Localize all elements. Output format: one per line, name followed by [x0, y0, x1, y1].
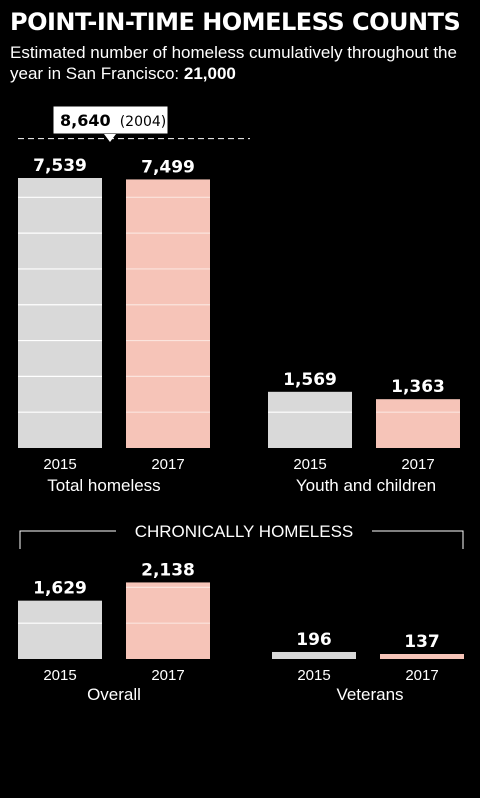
bar-value-label: 196 [296, 630, 332, 650]
bar-value-label: 1,629 [33, 579, 87, 599]
group-label: Total homeless [47, 476, 160, 495]
bar-marks: 7,539 2015 7,499 2017 Total homeless 1,569 201… [18, 156, 464, 704]
chronic-bracket: CHRONICALLY HOMELESS [20, 522, 463, 549]
bar-2017 [380, 654, 464, 659]
bar-value-label: 2,138 [141, 560, 195, 580]
group-label: Overall [87, 685, 141, 704]
bar-2015 [272, 652, 356, 659]
annotation-value: 8,640 [60, 111, 111, 130]
bar-2017 [126, 179, 210, 448]
x-tick-label: 2017 [401, 456, 434, 473]
bar-value-label: 1,363 [391, 377, 445, 397]
x-tick-label: 2015 [293, 456, 326, 473]
bracket-left [20, 531, 116, 549]
bracket-right [372, 531, 463, 549]
bar-value-label: 7,539 [33, 156, 87, 176]
x-tick-label: 2015 [43, 456, 76, 473]
reference-annotation: 8,640 (2004) [53, 106, 168, 142]
x-tick-label: 2015 [297, 667, 330, 684]
bar-2015 [18, 178, 102, 448]
bar-value-label: 137 [404, 632, 440, 652]
bar-2015 [268, 392, 352, 448]
bar-2017 [376, 399, 460, 448]
bar-2015 [18, 601, 102, 659]
group-label: Veterans [336, 685, 403, 704]
annotation-pointer [104, 134, 116, 142]
x-tick-label: 2017 [405, 667, 438, 684]
x-tick-label: 2017 [151, 456, 184, 473]
bar-value-label: 1,569 [283, 370, 337, 390]
x-tick-label: 2017 [151, 667, 184, 684]
annotation-year: (2004) [120, 114, 167, 130]
group-label: Youth and children [296, 476, 436, 495]
bar-2017 [126, 582, 210, 659]
x-tick-label: 2015 [43, 667, 76, 684]
section-label: CHRONICALLY HOMELESS [135, 522, 354, 541]
bar-value-label: 7,499 [141, 157, 195, 177]
annotation-text: 8,640 (2004) [60, 111, 166, 130]
